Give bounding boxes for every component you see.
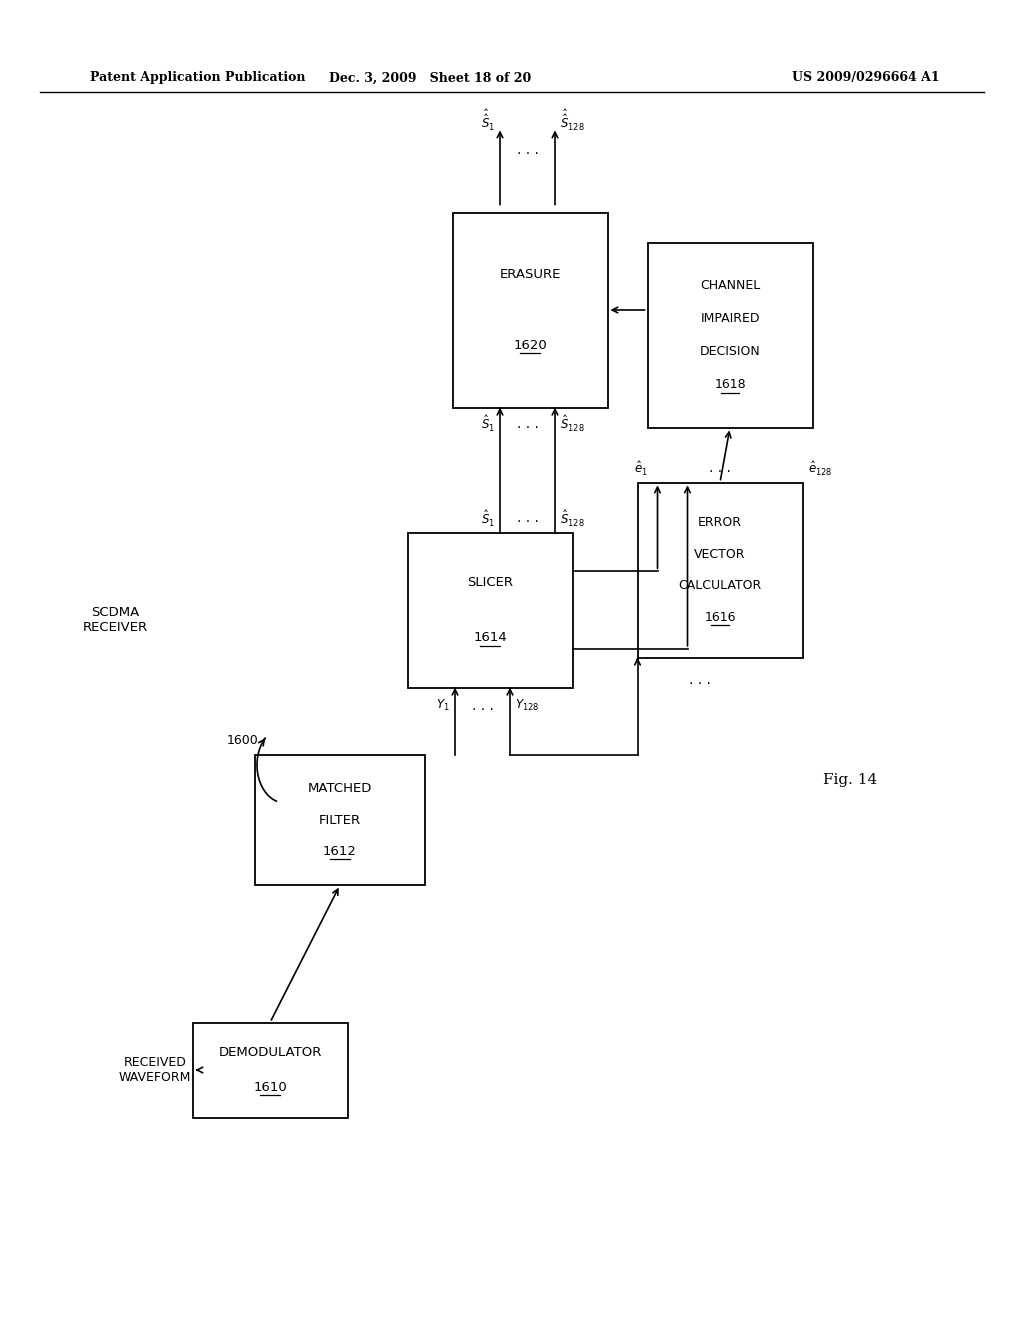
Text: $\hat{S}_1$: $\hat{S}_1$ [481, 413, 495, 433]
Text: IMPAIRED: IMPAIRED [700, 312, 760, 325]
Text: $\hat{e}_{128}$: $\hat{e}_{128}$ [808, 459, 831, 478]
Text: 1600: 1600 [226, 734, 258, 747]
Text: SLICER: SLICER [467, 576, 513, 589]
Text: CALCULATOR: CALCULATOR [678, 579, 762, 593]
Text: . . .: . . . [516, 144, 539, 157]
Text: $Y_1$: $Y_1$ [436, 698, 450, 713]
Text: Dec. 3, 2009   Sheet 18 of 20: Dec. 3, 2009 Sheet 18 of 20 [329, 71, 531, 84]
Text: 1620: 1620 [513, 339, 547, 351]
Text: US 2009/0296664 A1: US 2009/0296664 A1 [793, 71, 940, 84]
Text: Fig. 14: Fig. 14 [823, 774, 878, 787]
Bar [638, 483, 803, 657]
Text: DECISION: DECISION [699, 345, 761, 358]
Text: $\hat{\hat{S}}_{128}$: $\hat{\hat{S}}_{128}$ [560, 108, 585, 133]
Text: $\hat{S}_{128}$: $\hat{S}_{128}$ [560, 413, 585, 433]
Text: 1614: 1614 [473, 631, 507, 644]
Text: VECTOR: VECTOR [694, 548, 745, 561]
Text: ERROR: ERROR [698, 516, 742, 529]
Text: $\hat{e}_1$: $\hat{e}_1$ [634, 459, 647, 478]
Text: 1612: 1612 [323, 845, 357, 858]
Bar [647, 243, 812, 428]
Text: . . .: . . . [709, 462, 731, 475]
Text: FILTER: FILTER [318, 813, 361, 826]
Bar [453, 213, 607, 408]
Text: 1616: 1616 [705, 611, 736, 624]
Text: MATCHED: MATCHED [308, 783, 372, 795]
Bar [255, 755, 425, 884]
Bar [408, 532, 572, 688]
Text: $\hat{S}_{128}$: $\hat{S}_{128}$ [560, 508, 585, 528]
Text: 1618: 1618 [714, 379, 745, 392]
Text: . . .: . . . [472, 698, 494, 713]
Text: DEMODULATOR: DEMODULATOR [218, 1047, 322, 1060]
Text: $\hat{S}_1$: $\hat{S}_1$ [481, 508, 495, 528]
Text: . . .: . . . [516, 511, 539, 525]
Bar [193, 1023, 347, 1118]
Text: $\hat{\hat{S}}_1$: $\hat{\hat{S}}_1$ [481, 108, 495, 133]
Text: ERASURE: ERASURE [500, 268, 561, 281]
Text: SCDMA
RECEIVER: SCDMA RECEIVER [83, 606, 147, 634]
Text: $Y_{128}$: $Y_{128}$ [515, 698, 540, 713]
Text: . . .: . . . [689, 672, 711, 686]
Text: . . .: . . . [516, 417, 539, 430]
Text: 1610: 1610 [253, 1081, 287, 1093]
Text: RECEIVED
WAVEFORM: RECEIVED WAVEFORM [119, 1056, 191, 1084]
Text: Patent Application Publication: Patent Application Publication [90, 71, 305, 84]
Text: CHANNEL: CHANNEL [699, 279, 760, 292]
